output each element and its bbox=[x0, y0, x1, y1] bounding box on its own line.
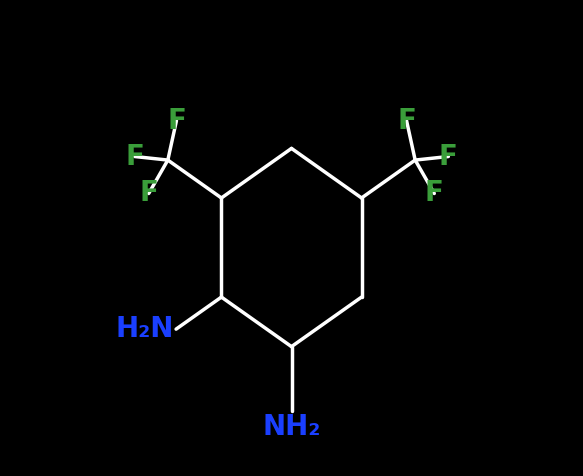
Text: H₂N: H₂N bbox=[115, 315, 174, 343]
Text: F: F bbox=[125, 142, 144, 170]
Text: F: F bbox=[397, 107, 416, 135]
Text: F: F bbox=[425, 179, 444, 208]
Text: F: F bbox=[139, 179, 158, 208]
Text: F: F bbox=[167, 107, 186, 135]
Text: F: F bbox=[439, 142, 458, 170]
Text: NH₂: NH₂ bbox=[262, 413, 321, 441]
